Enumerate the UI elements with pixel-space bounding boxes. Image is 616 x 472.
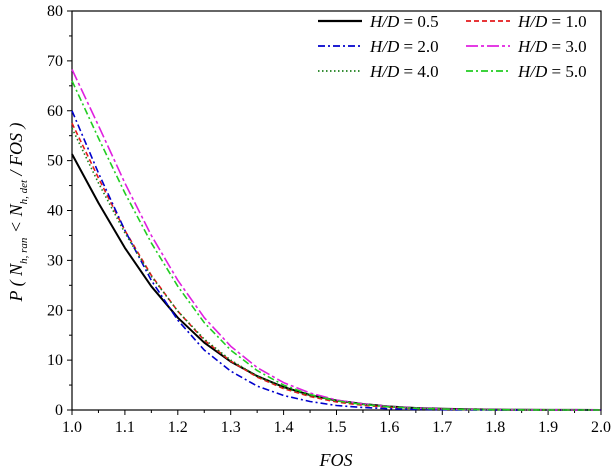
legend: H/D = 0.5 H/D = 1.0 H/D = 2.0 H/D = 3.0 H/D … <box>318 12 587 81</box>
x-tick-label: 1.5 <box>327 419 347 436</box>
y-label-middle: < N <box>6 203 26 237</box>
x-tick-label: 1.8 <box>485 419 505 436</box>
legend-label-5: H/D = 4.0 <box>369 62 439 81</box>
x-tick-label: 1.2 <box>168 419 188 436</box>
y-axis-label: P ( Nh, ran < Nh, det / FOS ) <box>6 122 30 302</box>
y-tick-label: 70 <box>47 53 63 70</box>
x-tick-label: 1.1 <box>115 419 135 436</box>
y-tick-label: 20 <box>47 302 63 319</box>
x-axis-label: FOS <box>319 450 353 470</box>
x-tick-label: 1.4 <box>274 419 294 436</box>
series-line-6 <box>71 80 601 411</box>
y-tick-label: 30 <box>47 252 63 269</box>
x-tick-label: 1.3 <box>221 419 241 436</box>
legend-label-1: H/D = 0.5 <box>369 12 439 31</box>
y-label-suffix: / FOS ) <box>6 122 27 180</box>
x-tick-label: 1.9 <box>538 419 558 436</box>
y-label-sub1: h, ran <box>18 237 30 264</box>
y-tick-label: 0 <box>55 402 63 419</box>
y-label-prefix: P ( N <box>6 263 27 303</box>
series-line-1 <box>71 153 602 411</box>
y-tick-label: 10 <box>47 352 63 369</box>
x-tick-label: 1.7 <box>432 419 452 436</box>
y-tick-label: 60 <box>47 103 63 120</box>
series-line-5 <box>71 127 601 411</box>
legend-label-6: H/D = 5.0 <box>517 62 587 81</box>
x-tick-label: 2.0 <box>591 419 611 436</box>
legend-label-3: H/D = 2.0 <box>369 37 439 56</box>
series-line-3 <box>71 110 601 411</box>
y-tick-label: 80 <box>47 3 63 20</box>
y-tick-label: 40 <box>47 203 63 220</box>
legend-label-2: H/D = 1.0 <box>517 12 587 31</box>
series-layer <box>71 69 602 411</box>
y-label-sub2: h, det <box>18 179 30 204</box>
y-tick-label: 50 <box>47 153 63 170</box>
series-line-4 <box>71 69 601 411</box>
series-line-2 <box>71 122 601 411</box>
x-tick-label: 1.0 <box>62 419 82 436</box>
legend-label-4: H/D = 3.0 <box>517 37 587 56</box>
ticks: 1.0 1.1 1.2 1.3 1.4 1.5 1.6 1.7 1.8 1.9 2.0 0 10 20 30… <box>47 3 611 436</box>
x-tick-label: 1.6 <box>379 419 399 436</box>
